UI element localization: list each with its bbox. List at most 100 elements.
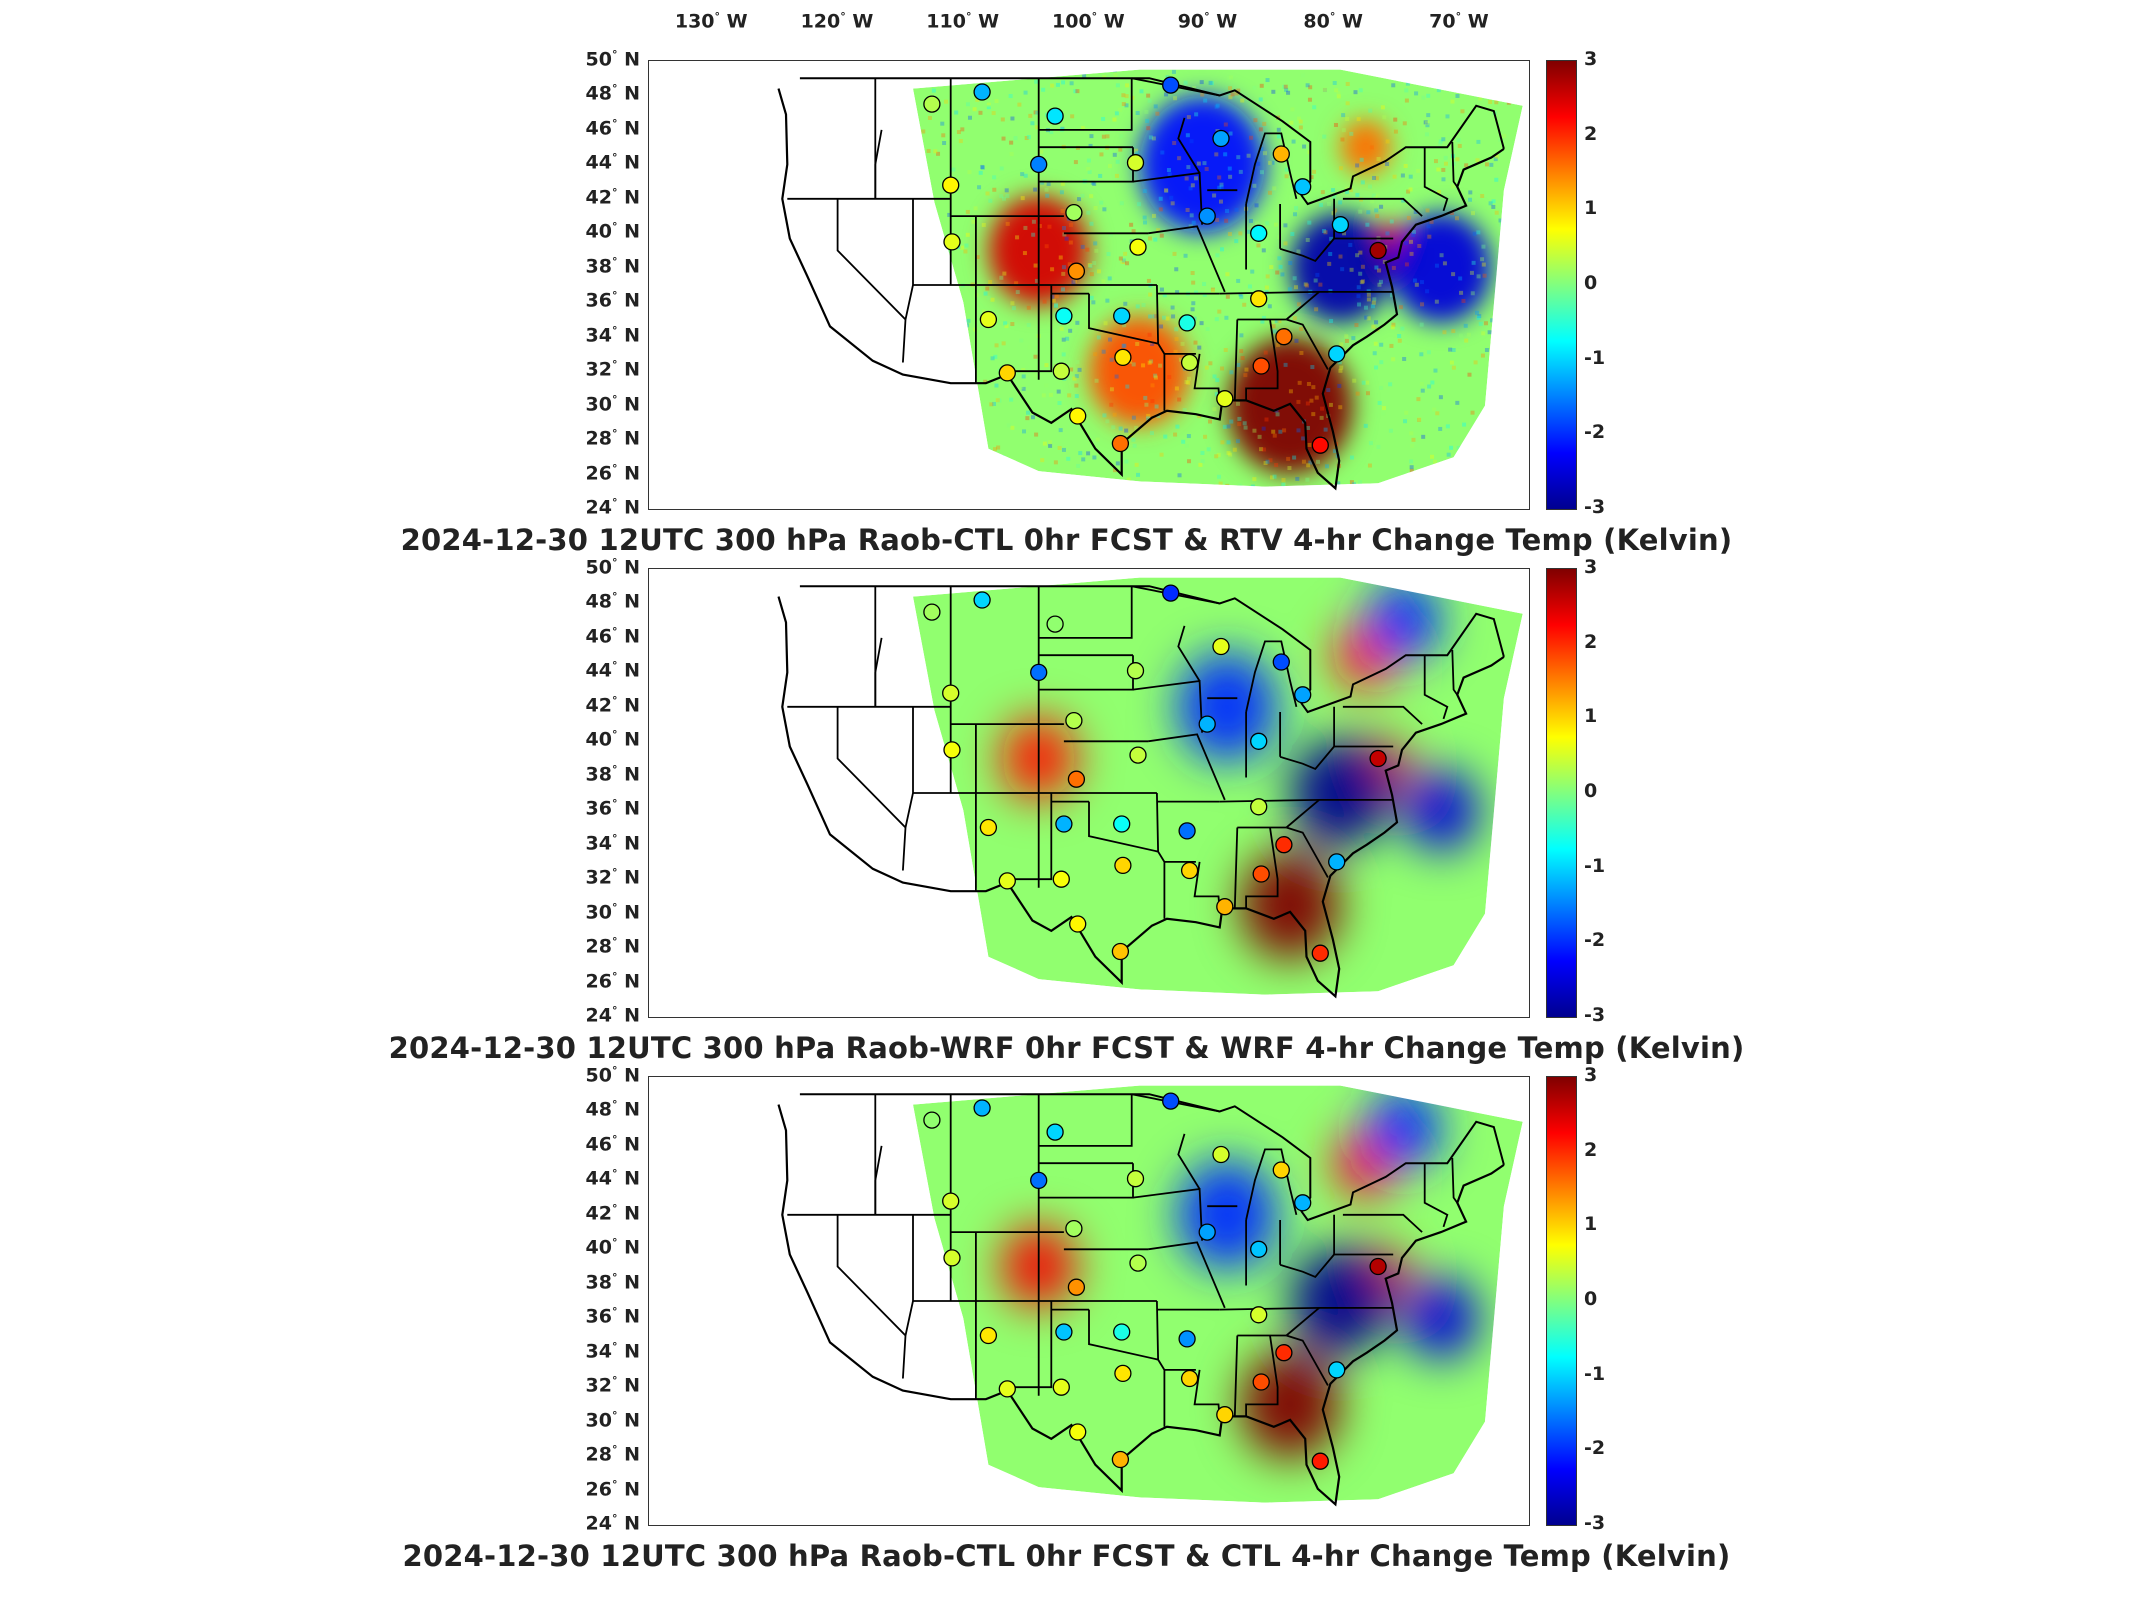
lat-label: 50° N [585,556,640,579]
state-border [1342,197,1423,217]
state-border [1342,1213,1423,1233]
raob-station-marker [1331,216,1350,234]
lon-suffix: W [1342,10,1363,33]
colorbar-tick-label: 3 [1584,556,1598,578]
raob-station-marker [1162,584,1180,602]
lat-label: 34° N [585,831,640,855]
national-border [799,1093,1505,1222]
colorbar-tick-label: 1 [1584,705,1598,728]
raob-station-marker [1052,362,1070,380]
state-border [1245,319,1279,401]
lat-label: 30° N [585,1408,640,1431]
raob-station-marker [1113,307,1131,325]
raob-station-marker [1046,1123,1064,1141]
raob-station-marker [1311,436,1329,454]
raob-station-marker [1198,1223,1216,1241]
state-border [1286,1334,1329,1386]
lat-label: 34° N [585,1339,640,1363]
colorbar-tick-label: -2 [1584,1437,1606,1460]
raob-station-marker [1111,1450,1130,1469]
field-anomaly [1340,119,1391,175]
lon-value: 90 [1177,10,1205,33]
raob-station-marker [1069,1423,1087,1441]
lat-label: 42° N [585,1201,640,1225]
raob-station-marker [1294,1194,1312,1212]
raob-station-marker [1252,865,1270,883]
raob-station-marker [1126,154,1145,172]
raob-station-marker [923,1111,941,1129]
coastline [777,1104,1505,1507]
map-panel-3 [648,1076,1530,1526]
raob-station-marker [1180,353,1199,372]
state-border [1451,1157,1459,1204]
lat-label: 28° N [585,1443,640,1466]
state-border [1088,1309,1159,1361]
field-anomaly [1177,1159,1278,1270]
raob-station-marker [1250,224,1268,242]
lat-label: 40° N [585,728,640,751]
lat-label: 40° N [585,1236,640,1259]
raob-station-marker [1212,129,1230,148]
lat-label: 42° N [585,185,640,209]
lon-label: 130° W [674,10,748,33]
raob-station-marker [1052,1378,1070,1396]
raob-station-marker [1216,1406,1234,1424]
state-border [1177,1133,1201,1190]
state-border [1177,625,1201,682]
lat-label: 44° N [585,1167,640,1190]
lat-label: 46° N [585,624,640,648]
panel-title-3: 2024-12-30 12UTC 300 hPa Raob-CTL 0hr FC… [402,1539,1731,1573]
raob-station-marker [942,1192,960,1210]
state-border [1038,78,1133,131]
lat-label: 42° N [585,693,640,717]
lon-label: 120° W [800,10,874,33]
lat-label: 38° N [585,1270,640,1294]
state-border [1245,827,1279,909]
lon-value: 110 [926,10,966,33]
temperature-change-field [913,577,1523,995]
field-anomaly [1089,316,1190,427]
raob-station-marker [1052,870,1070,888]
raob-station-marker [1250,1306,1268,1324]
coastline [777,596,1505,999]
map-svg-2 [777,577,1523,999]
lon-suffix: W [1216,10,1238,33]
raob-station-marker [1129,746,1147,764]
raob-station-marker [1114,1364,1132,1383]
lon-label: 110° W [926,10,1000,33]
state-border [1233,319,1239,401]
state-border [836,1214,907,1337]
colorbar-tick-label: 3 [1584,48,1598,70]
lat-label: 28° N [585,935,640,958]
raob-station-marker [1178,314,1196,332]
colorbar-tick-label: -1 [1584,854,1606,877]
raob-station-marker [1111,942,1130,961]
field-anomaly [1390,212,1492,323]
raob-station-marker [1216,898,1234,916]
lat-label: 26° N [585,461,640,484]
raob-station-marker [1067,770,1086,788]
raob-station-marker [1126,1170,1145,1188]
raob-station-marker [1369,1257,1387,1276]
raob-station-marker [1113,1323,1131,1341]
state-border [1423,655,1449,720]
raob-station-marker [1162,1092,1180,1110]
panel-title-1: 2024-12-30 12UTC 300 hPa Raob-CTL 0hr FC… [400,523,1733,557]
state-border [1279,1253,1335,1278]
lat-label: 44° N [585,659,640,682]
temperature-change-field [913,1085,1523,1503]
lon-label: 90° W [1177,10,1238,33]
raob-station-marker [1067,1278,1086,1296]
lon-value: 130 [674,10,715,33]
lat-label: 36° N [585,1305,640,1328]
lon-suffix: W [852,10,874,33]
raob-station-marker [1328,853,1346,871]
state-border [1007,285,1053,373]
state-border [1038,586,1133,639]
state-border [1245,1335,1279,1417]
raob-station-marker [1178,1330,1196,1348]
state-border [1156,1300,1166,1427]
state-border [1285,799,1320,829]
lat-label: 46° N [585,116,640,140]
raob-station-marker [1294,686,1312,704]
